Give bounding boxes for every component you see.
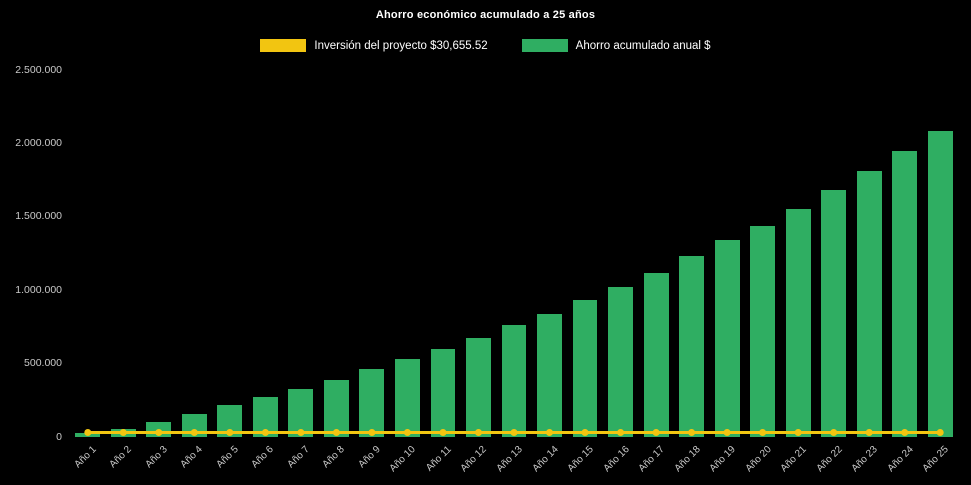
bar-año-22[interactable] <box>821 190 847 437</box>
investment-line-layer <box>84 429 944 436</box>
investment-point-año-18[interactable] <box>688 429 696 436</box>
bar-año-16[interactable] <box>608 287 633 437</box>
y-tick-label: 1.500.000 <box>15 210 62 223</box>
investment-point-año-17[interactable] <box>652 429 660 436</box>
x-tick-label-año-20: Año 20 <box>743 444 774 475</box>
legend-swatch-inversion <box>260 39 307 52</box>
bar-año-7[interactable] <box>288 388 314 437</box>
bar-año-20[interactable] <box>750 225 776 437</box>
x-tick-label-año-10: Año 10 <box>388 444 419 475</box>
bar-año-25[interactable] <box>927 130 953 437</box>
bar-año-18[interactable] <box>679 256 705 437</box>
x-tick-label-año-25: Año 25 <box>920 444 952 475</box>
bar-año-19[interactable] <box>714 240 740 437</box>
chart-title: Ahorro económico acumulado a 25 años <box>375 9 596 21</box>
bar-año-21[interactable] <box>785 208 811 437</box>
x-tick-label-año-11: Año 11 <box>424 444 454 474</box>
x-tick-label-año-12: Año 12 <box>459 444 490 475</box>
investment-point-año-24[interactable] <box>901 429 909 436</box>
bar-año-15[interactable] <box>572 300 598 437</box>
y-axis: 0 500.000 1.000.000 1.500.000 2.000.000 2.500… <box>0 64 62 443</box>
x-tick-label-año-18: Año 18 <box>672 444 703 475</box>
investment-point-año-14[interactable] <box>546 429 553 436</box>
investment-point-año-9[interactable] <box>368 429 376 436</box>
plot-area <box>70 70 958 437</box>
x-tick-label-año-22: Año 22 <box>814 444 845 475</box>
x-axis: Año 1 Año 2 Año 3 Año 4 Año 5 Año 6 Año 7 Año 8… <box>70 437 958 485</box>
investment-point-año-19[interactable] <box>723 429 731 436</box>
investment-point-año-3[interactable] <box>155 429 163 436</box>
legend: Inversión del proyecto $30,655.52 Ahorro… <box>0 39 971 52</box>
bar-año-10[interactable] <box>395 359 420 437</box>
bar-año-8[interactable] <box>323 379 349 437</box>
x-tick-label-año-8: Año 8 <box>320 444 348 471</box>
y-tick-label: 2.500.000 <box>15 63 62 76</box>
investment-point-año-11[interactable] <box>439 429 447 436</box>
bar-año-14[interactable] <box>537 313 562 437</box>
x-tick-label-año-13: Año 13 <box>494 444 525 475</box>
x-tick-label-año-21: Año 21 <box>778 444 809 475</box>
bar-año-12[interactable] <box>466 337 491 437</box>
investment-point-año-13[interactable] <box>510 429 518 436</box>
legend-item-ahorro[interactable]: Ahorro acumulado anual $ <box>521 39 711 52</box>
bar-año-9[interactable] <box>359 369 385 437</box>
investment-point-año-10[interactable] <box>403 429 411 436</box>
x-tick-label-año-5: Año 5 <box>214 444 241 471</box>
x-tick-label-año-19: Año 19 <box>707 444 738 475</box>
x-tick-label-año-14: Año 14 <box>530 444 561 475</box>
investment-point-año-4[interactable] <box>190 429 198 436</box>
x-tick-label-año-9: Año 9 <box>356 444 383 471</box>
x-tick-label-año-3: Año 3 <box>143 444 170 471</box>
x-tick-label-año-15: Año 15 <box>565 444 596 475</box>
x-tick-label-año-2: Año 2 <box>107 444 135 471</box>
investment-point-año-20[interactable] <box>759 429 767 436</box>
investment-point-año-23[interactable] <box>865 429 873 436</box>
x-tick-label-año-17: Año 17 <box>636 444 667 475</box>
investment-point-año-7[interactable] <box>297 429 305 436</box>
investment-point-año-21[interactable] <box>794 429 802 436</box>
y-tick-label: 2.000.000 <box>15 136 62 149</box>
investment-point-año-22[interactable] <box>830 429 838 436</box>
bar-año-24[interactable] <box>892 150 918 437</box>
investment-point-año-2[interactable] <box>119 429 127 436</box>
investment-point-año-16[interactable] <box>617 429 625 436</box>
bars-layer <box>70 70 958 437</box>
investment-point-año-15[interactable] <box>581 429 589 436</box>
investment-point-año-8[interactable] <box>332 429 340 436</box>
legend-label-inversion: Inversión del proyecto $30,655.52 <box>314 39 488 52</box>
investment-point-año-12[interactable] <box>475 429 482 436</box>
legend-swatch-ahorro <box>521 39 568 52</box>
x-tick-label-año-1: Año 1 <box>72 444 99 471</box>
investment-point-año-1[interactable] <box>84 429 92 436</box>
bar-año-11[interactable] <box>430 348 456 437</box>
legend-item-inversion[interactable]: Inversión del proyecto $30,655.52 <box>260 39 488 52</box>
investment-point-año-6[interactable] <box>261 429 269 436</box>
y-tick-label: 500.000 <box>24 357 62 370</box>
x-tick-label-año-4: Año 4 <box>178 444 206 471</box>
investment-point-año-5[interactable] <box>226 429 234 436</box>
x-tick-label-año-16: Año 16 <box>601 444 632 475</box>
investment-point-año-25[interactable] <box>936 429 944 436</box>
x-tick-label-año-23: Año 23 <box>849 444 880 475</box>
bar-año-23[interactable] <box>856 171 882 437</box>
x-tick-label-año-6: Año 6 <box>249 444 277 471</box>
x-tick-label-año-7: Año 7 <box>285 444 312 471</box>
bar-año-13[interactable] <box>501 325 527 437</box>
legend-label-ahorro: Ahorro acumulado anual $ <box>575 39 711 52</box>
x-tick-label-año-24: Año 24 <box>885 444 916 475</box>
bar-año-17[interactable] <box>643 272 669 437</box>
y-tick-label: 0 <box>56 430 62 443</box>
y-tick-label: 1.000.000 <box>15 283 62 296</box>
